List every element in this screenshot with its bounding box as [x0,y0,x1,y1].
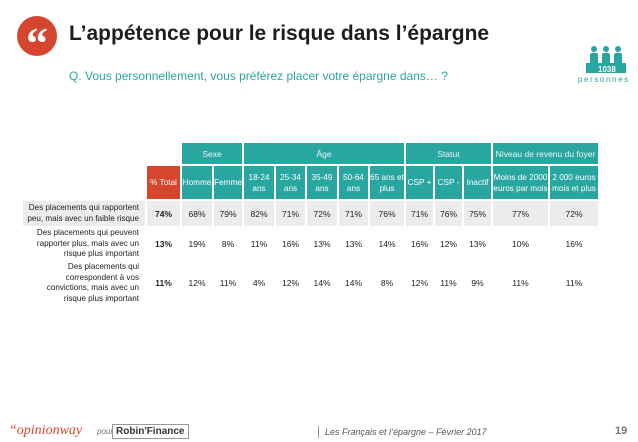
table-cell: 13% [313,239,331,249]
column-header: Moins de 2000 euros par mois [493,166,548,199]
column-header: CSP - [435,166,462,199]
robinfinance-logo: Robin'Finance [112,424,189,439]
sample-count: 1038 [598,65,616,74]
table-cell: 8% [221,239,235,249]
table-cell: 72% [550,201,598,226]
row-label: Des placements qui correspondent à vos c… [46,262,139,303]
table-cell: 11% [565,278,583,288]
table-cell: 79% [214,201,242,226]
column-header-total: % Total [147,166,180,199]
people-icon [586,46,626,73]
question-text: Q. Vous personnellement, vous préférez p… [69,69,448,83]
column-header: Homme [182,166,212,199]
column-header: 25-34 ans [276,166,305,199]
table-cell-total: 13% [154,239,172,249]
footer-pour: pour [97,427,114,436]
table-cell: 76% [435,201,462,226]
table-cell: 16% [410,239,428,249]
table-cell: 10% [511,239,529,249]
table-cell: 11% [250,239,268,249]
table-cell: 13% [344,239,362,249]
sample-label: personnes [578,75,630,84]
table-cell: 16% [281,239,299,249]
footer-caption: Les Français et l’épargne – Février 2017 [325,427,487,437]
table-cell: 75% [464,201,491,226]
column-header: Inactif [464,166,491,199]
quote-badge-icon: “ [17,16,57,68]
table-cell: 11% [512,278,529,288]
footer-divider [318,426,319,438]
table-cell: 12% [410,278,428,288]
group-header-statut: Statut [406,143,491,164]
column-header: 35-49 ans [307,166,337,199]
table-cell: 19% [188,239,206,249]
table-cell: 4% [252,278,266,288]
table-cell-total: 74% [147,201,180,226]
page-title: L’appétence pour le risque dans l’épargn… [69,22,490,45]
table-cell: 76% [370,201,404,226]
table-cell: 14% [313,278,331,288]
column-header: CSP + [406,166,433,199]
table-row: Des placements qui peuvent rapporter plu… [23,228,598,260]
column-header: 50-64 ans [339,166,368,199]
table-cell: 72% [307,201,337,226]
table-cell: 16% [565,239,583,249]
opinionway-logo: “opinionway [9,423,83,438]
table-cell: 12% [439,239,457,249]
table-row: Des placements qui rapportent peu, mais … [23,201,598,226]
group-header-age: Âge [244,143,404,164]
table-cell: 12% [188,278,206,288]
row-label: Des placements qui peuvent rapporter plu… [36,228,139,259]
row-label: Des placements qui rapportent peu, mais … [23,201,145,226]
quote-mark: “ [26,19,48,68]
page-number: 19 [615,425,628,437]
table-cell: 14% [344,278,362,288]
column-header: Femme [214,166,242,199]
table-cell: 71% [406,201,433,226]
table-cell: 77% [493,201,548,226]
table-cell: 13% [468,239,486,249]
table-cell: 9% [471,278,484,288]
table-cell: 68% [182,201,212,226]
table-cell: 12% [281,278,299,288]
table-cell: 82% [244,201,274,226]
table-cell: 8% [380,278,394,288]
table-cell-total: 11% [155,278,172,288]
table-cell: 11% [219,278,237,288]
table-cell: 71% [276,201,305,226]
group-header-revenu: Niveau de revenu du foyer [493,143,598,164]
column-header: 2 000 euros mois et plus [550,166,598,199]
column-header: 18-24 ans [244,166,274,199]
results-table: Sexe Âge Statut Niveau de revenu du foye… [21,141,600,306]
column-header: 65 ans et plus [370,166,404,199]
table-cell: 11% [440,278,457,288]
table-cell: 71% [339,201,368,226]
group-header-sexe: Sexe [182,143,242,164]
table-row: Des placements qui correspondent à vos c… [23,262,598,304]
table-cell: 14% [378,239,396,249]
